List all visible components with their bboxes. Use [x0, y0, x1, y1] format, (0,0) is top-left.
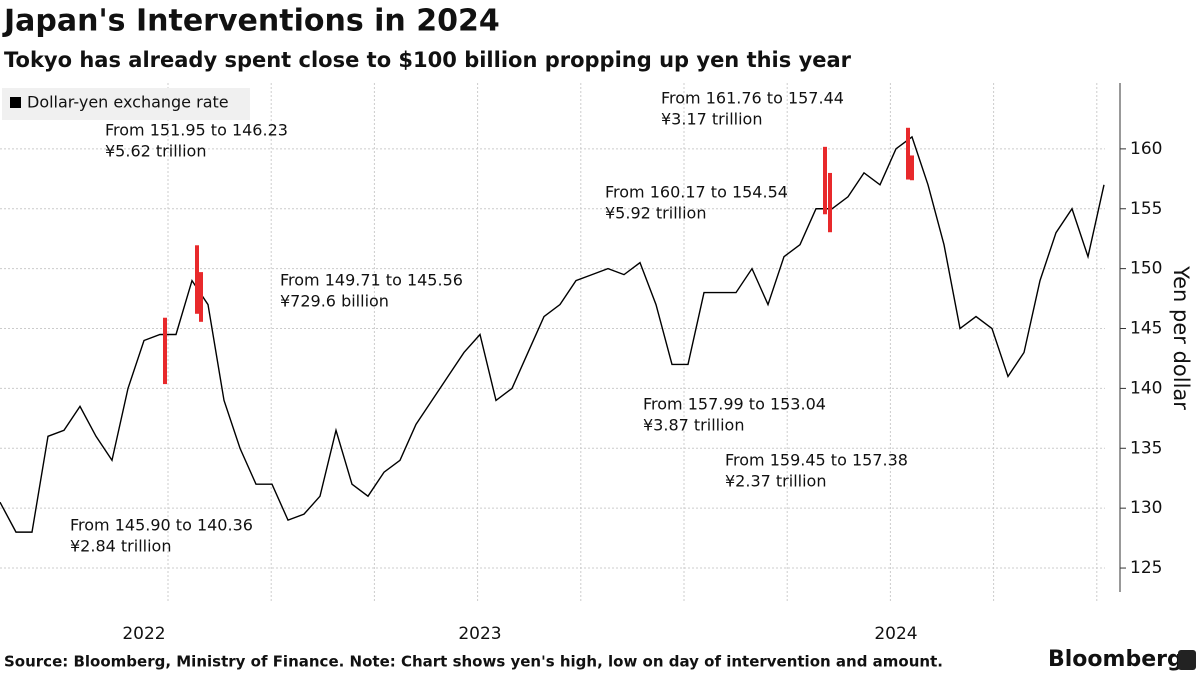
- intervention-bar: [199, 272, 203, 322]
- intervention-bar: [823, 146, 827, 215]
- source: Source: Bloomberg, Ministry of Finance. …: [4, 653, 943, 671]
- chart-subtitle: Tokyo has already spent close to $100 bi…: [4, 48, 852, 72]
- annotation: From 157.99 to 153.04: [643, 395, 826, 414]
- intervention-bar: [828, 172, 832, 233]
- intervention-bar: [906, 127, 910, 180]
- annotation: From 159.45 to 157.38: [725, 451, 908, 470]
- annotation: From 161.76 to 157.44: [661, 89, 844, 108]
- y-axis-label: Yen per dollar: [1169, 265, 1193, 410]
- y-tick-label: 150: [1130, 259, 1162, 279]
- x-tick-label: 2023: [458, 624, 501, 644]
- annotation: From 149.71 to 145.56: [280, 271, 463, 290]
- y-tick-label: 135: [1130, 438, 1162, 458]
- legend-box: [2, 88, 250, 120]
- intervention-bar: [163, 317, 167, 385]
- chart-title: Japan's Interventions in 2024: [2, 4, 500, 39]
- intervention-bar: [195, 245, 199, 314]
- x-tick-label: 2022: [122, 624, 165, 644]
- y-tick-label: 130: [1130, 498, 1162, 518]
- annotation: From 145.90 to 140.36: [70, 516, 253, 535]
- price-line: [0, 135, 1105, 533]
- annotation: ¥5.92 trillion: [605, 204, 706, 223]
- annotation: ¥3.87 trillion: [643, 416, 744, 435]
- y-tick-label: 155: [1130, 199, 1162, 219]
- annotation: ¥2.37 trillion: [725, 472, 826, 491]
- y-tick-label: 160: [1130, 139, 1162, 159]
- x-tick-label: 2024: [874, 624, 917, 644]
- annotation: From 160.17 to 154.54: [605, 183, 788, 202]
- annotation: ¥5.62 trillion: [105, 142, 206, 161]
- annotation: ¥2.84 trillion: [70, 537, 171, 556]
- brand: Bloomberg: [1048, 647, 1183, 672]
- y-tick-label: 125: [1130, 558, 1162, 578]
- annotation: ¥729.6 billion: [280, 292, 389, 311]
- annotation: ¥3.17 trillion: [661, 110, 762, 129]
- annotation: From 151.95 to 146.23: [105, 121, 288, 140]
- y-tick-label: 145: [1130, 319, 1162, 339]
- legend-label: Dollar-yen exchange rate: [27, 93, 229, 112]
- intervention-bar: [910, 155, 914, 181]
- brand-icon: [1178, 650, 1196, 670]
- y-tick-label: 140: [1130, 378, 1162, 398]
- legend-swatch: [10, 97, 21, 108]
